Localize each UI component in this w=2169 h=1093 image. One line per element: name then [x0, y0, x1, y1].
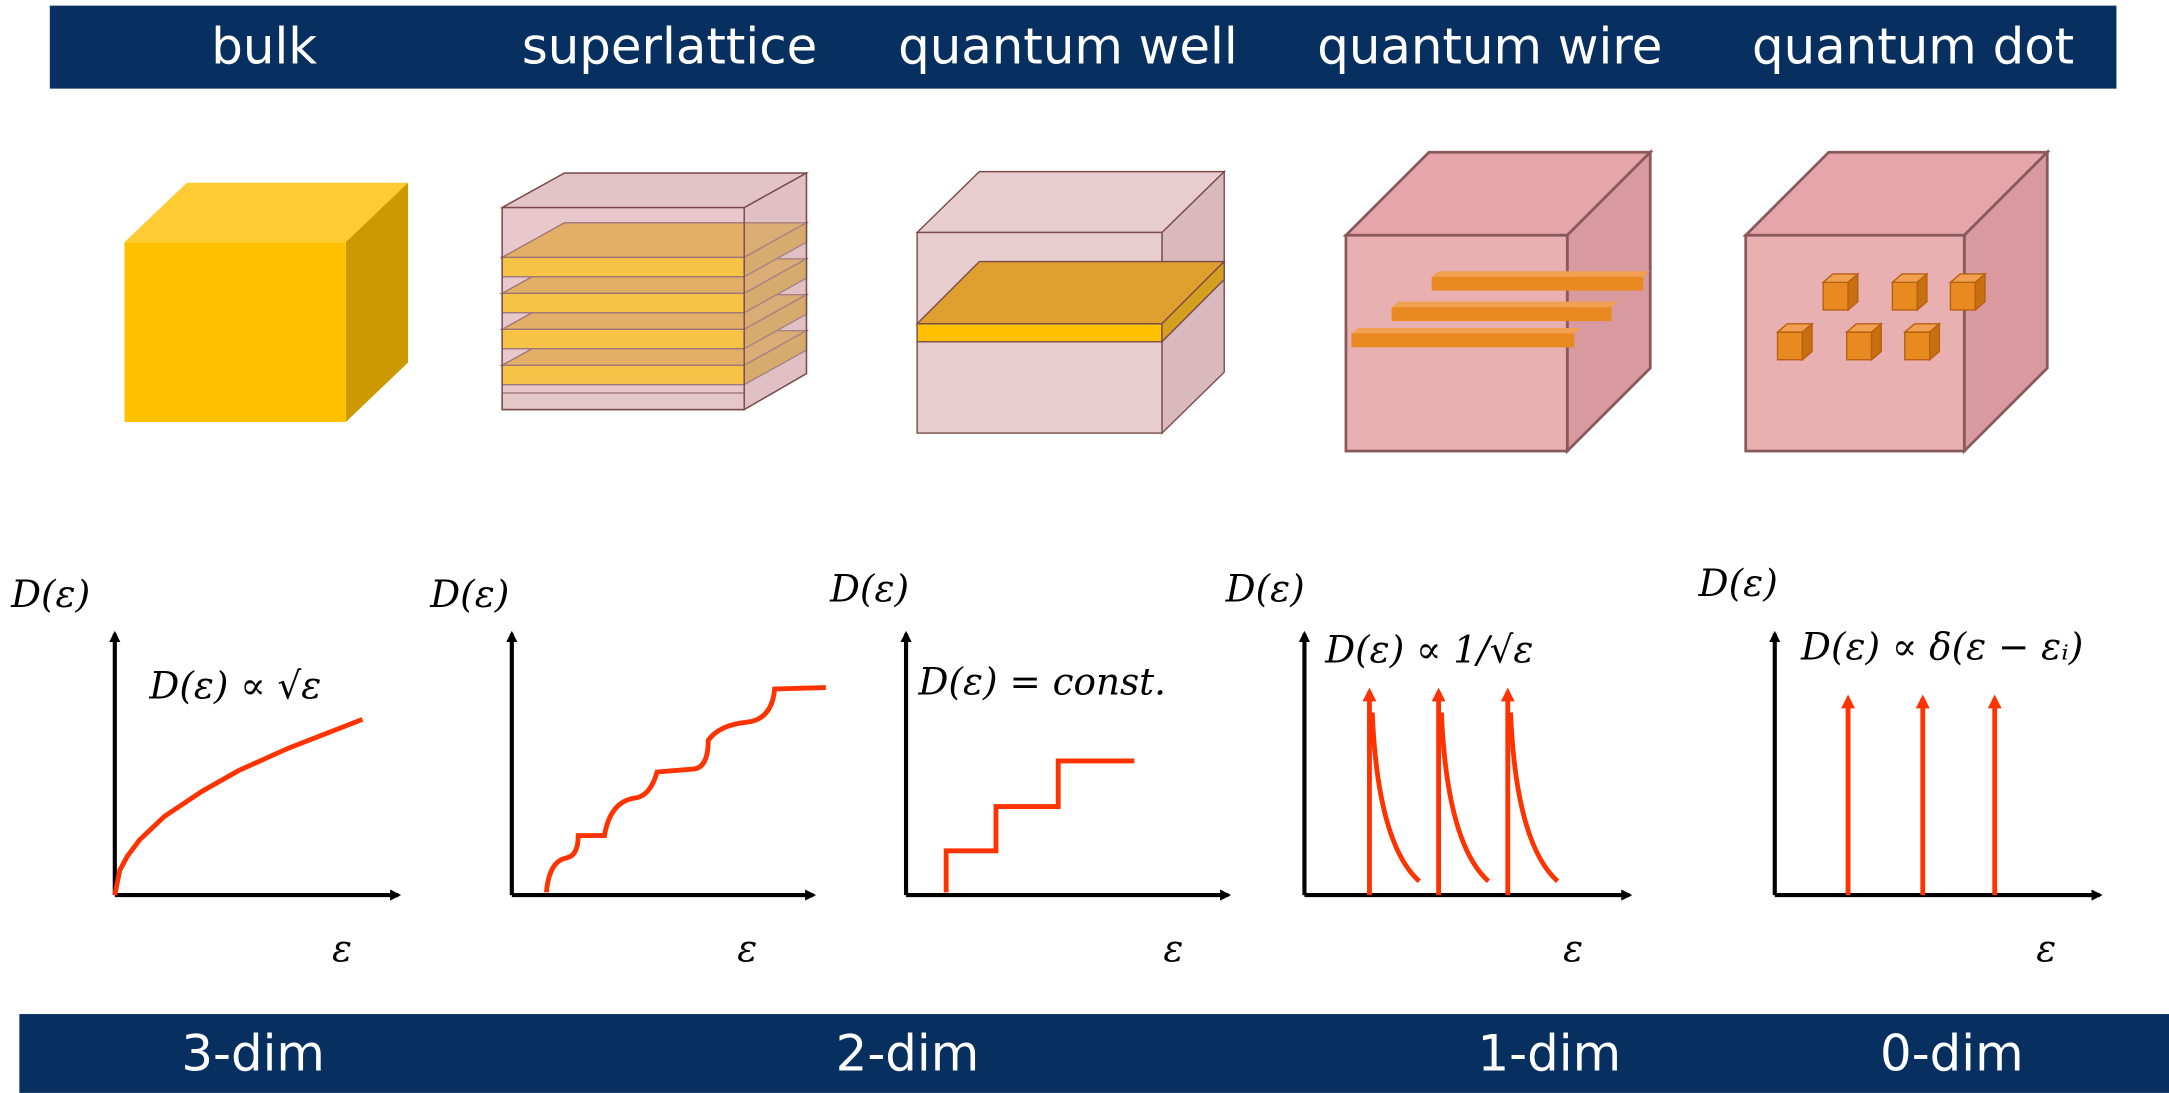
formula: D(ε) ∝ √ε [148, 663, 321, 707]
header-label: quantum well [898, 17, 1238, 75]
y-label: D(ε) [1225, 567, 1305, 611]
footer-label: 3-dim [181, 1024, 325, 1082]
footer-label: 0-dim [1880, 1024, 2024, 1082]
quantum-wire [1346, 152, 1650, 451]
header-label: quantum wire [1317, 17, 1662, 75]
dos-plot: D(ε) ε D(ε) ∝ √ε [10, 572, 398, 970]
formula: D(ε) ∝ 1/√ε [1324, 628, 1533, 672]
formula: D(ε) = const. [918, 659, 1167, 703]
footer-label: 1-dim [1478, 1024, 1622, 1082]
y-label: D(ε) [829, 567, 909, 611]
header-label: quantum dot [1752, 17, 2074, 75]
dos-plot: D(ε) ε D(ε) ∝ δ(ε − εᵢ) [1698, 561, 2100, 970]
dos-plot: D(ε) ε [429, 572, 826, 970]
dos-plot: D(ε) ε D(ε) ∝ 1/√ε [1225, 567, 1630, 971]
y-label: D(ε) [429, 572, 509, 616]
quantum-dot [1746, 152, 2048, 451]
formula: D(ε) ∝ δ(ε − εᵢ) [1800, 625, 2083, 669]
y-label: D(ε) [1698, 561, 1778, 605]
dos-plot: D(ε) ε D(ε) = const. [829, 567, 1228, 971]
bulk-cube [124, 183, 408, 422]
x-label: ε [1563, 926, 1583, 970]
diagram: bulk superlattice quantum well quantum w… [0, 0, 2169, 1093]
quantum-well [917, 172, 1224, 433]
footer-bar [19, 1014, 2169, 1093]
x-label: ε [332, 926, 352, 970]
superlattice [502, 173, 806, 410]
x-label: ε [1163, 926, 1183, 970]
page: bulk superlattice quantum well quantum w… [0, 0, 2169, 1093]
header-label: bulk [211, 17, 317, 75]
header-label: superlattice [522, 17, 817, 75]
y-label: D(ε) [10, 572, 90, 616]
x-label: ε [2036, 926, 2056, 970]
footer-label: 2-dim [836, 1024, 980, 1082]
x-label: ε [737, 926, 757, 970]
